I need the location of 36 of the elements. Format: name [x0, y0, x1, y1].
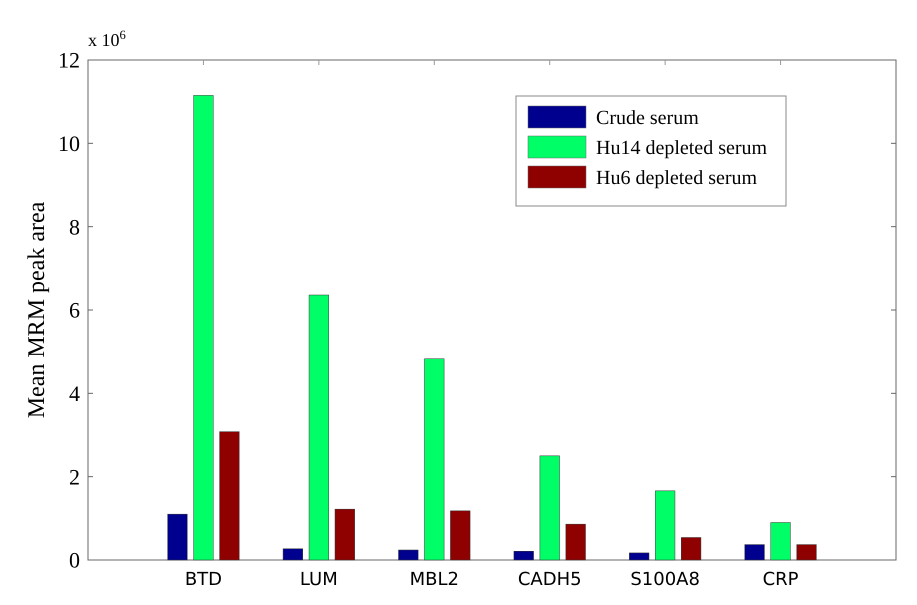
y-tick-label: 4: [69, 381, 80, 406]
bar: [308, 294, 329, 560]
bar: [655, 490, 676, 560]
bar: [282, 548, 303, 560]
bar: [514, 551, 534, 560]
bar: [796, 544, 817, 560]
bar: [744, 544, 765, 560]
x-tick-label: LUM: [300, 569, 338, 590]
bar: [566, 524, 586, 560]
bar: [540, 456, 560, 560]
bar: [219, 431, 240, 560]
bar: [424, 358, 444, 560]
x-tick-label: S100A8: [630, 569, 700, 590]
bar: [450, 510, 470, 560]
legend-label: Hu6 depleted serum: [596, 167, 758, 189]
text: x 10$^{6}$: [88, 28, 126, 50]
y-axis-title: Mean MRM peak area: [24, 201, 50, 418]
legend-label: Crude serum: [596, 107, 700, 129]
x-tick-label: MBL2: [410, 569, 459, 590]
x-tick-label: CADH5: [518, 569, 582, 590]
y-tick-label: 6: [69, 298, 80, 323]
y-tick-label: 10: [58, 131, 80, 156]
x-tick-label: BTD: [184, 569, 222, 590]
bar: [193, 95, 214, 560]
y-tick-label: 0: [69, 548, 80, 573]
bar: [681, 537, 702, 560]
bar: [398, 550, 418, 560]
y-tick-label: 2: [69, 464, 80, 490]
bar: [770, 522, 791, 560]
bar: [334, 508, 355, 560]
y-tick-label: 12: [58, 48, 80, 73]
bar: [167, 514, 188, 560]
bar: [629, 552, 650, 560]
y-tick-label: 8: [69, 214, 80, 240]
x-tick-label: CRP: [762, 569, 799, 590]
legend-label: Hu14 depleted serum: [596, 137, 768, 159]
